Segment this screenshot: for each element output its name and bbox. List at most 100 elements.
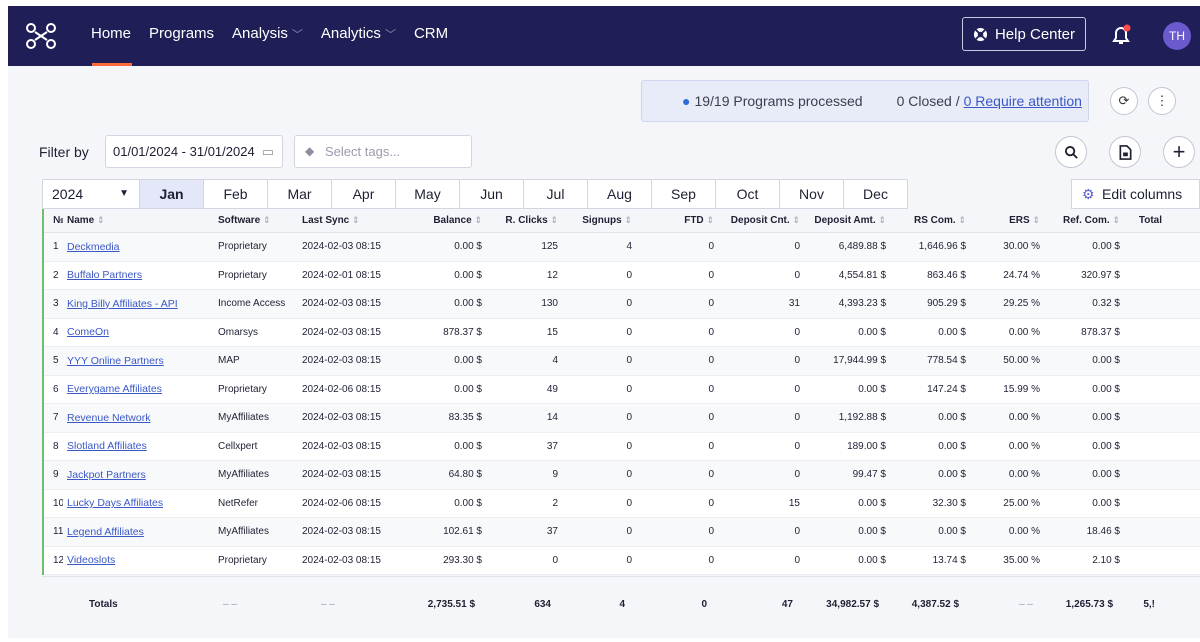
nav-analytics[interactable]: Analytics ﹀ [312, 6, 405, 66]
table-row[interactable]: 3 King Billy Affiliates - API Income Acces… [44, 290, 1200, 319]
table-row[interactable]: 5 YYY Online Partners MAP 2024-02-03 08:15 0… [44, 347, 1200, 376]
help-center-button[interactable]: Help Center [962, 17, 1086, 51]
col-header-ref-com[interactable]: Ref. Com. ⇕ [1040, 215, 1120, 226]
totals-signups: 4 [619, 599, 625, 610]
last-sync-cell: 2024-02-03 08:15 [302, 412, 381, 424]
ftd-cell: 0 [708, 326, 714, 338]
table-row[interactable]: 11 Legend Affiliates MyAffiliates 2024-02-0… [44, 518, 1200, 547]
month-tab-sep[interactable]: Sep [652, 179, 716, 209]
deposit-amt-cell: 0.00 $ [858, 526, 886, 538]
program-name-link[interactable]: Videoslots [67, 554, 116, 567]
col-header-r-clicks[interactable]: R. Clicks ⇕ [482, 215, 558, 226]
ers-cell: 35.00 % [1003, 554, 1040, 566]
tags-select-input[interactable]: ◆ Select tags... [294, 135, 472, 168]
ref-com-cell: 0.00 $ [1092, 497, 1120, 509]
add-program-button[interactable]: + [1163, 136, 1195, 168]
program-name-link[interactable]: Lucky Days Affiliates [67, 497, 164, 510]
col-header-total[interactable]: Total [1120, 215, 1162, 226]
closed-count-text: 0 Closed / [896, 93, 960, 109]
col-header-rs-com[interactable]: RS Com. ⇕ [886, 215, 966, 226]
month-tab-nov[interactable]: Nov [780, 179, 844, 209]
col-header-ftd[interactable]: FTD ⇕ [632, 215, 714, 226]
sort-icon: ⇕ [878, 215, 886, 225]
avatar[interactable]: TH [1163, 22, 1191, 50]
nav-analysis[interactable]: Analysis ﹀ [223, 6, 312, 66]
table-row[interactable]: 6 Everygame Affiliates Proprietary 2024-02-… [44, 376, 1200, 404]
program-name-link[interactable]: King Billy Affiliates - API [67, 297, 178, 310]
deposit-amt-cell: 0.00 $ [858, 383, 886, 395]
more-options-button[interactable]: ⋮ [1148, 87, 1176, 115]
software-cell: Proprietary [218, 383, 267, 395]
program-name-link[interactable]: Revenue Network [67, 411, 151, 424]
software-cell: Cellxpert [218, 440, 258, 452]
col-header-ers[interactable]: ERS ⇕ [966, 215, 1040, 226]
last-sync-cell: 2024-02-03 08:15 [302, 440, 381, 452]
refresh-button[interactable]: ⟳ [1110, 87, 1138, 115]
edit-columns-button[interactable]: ⚙ Edit columns [1071, 179, 1200, 209]
month-tab-apr[interactable]: Apr [332, 179, 396, 209]
col-header-software[interactable]: Software ⇕ [218, 215, 302, 226]
table-row[interactable]: 2 Buffalo Partners Proprietary 2024-02-01 0… [44, 262, 1200, 290]
col-header-name[interactable]: Name ⇕ [63, 215, 218, 226]
month-tab-feb[interactable]: Feb [204, 179, 268, 209]
table-row[interactable]: 1 Deckmedia Proprietary 2024-02-03 08:15 0.0… [44, 233, 1200, 262]
month-tab-oct[interactable]: Oct [716, 179, 780, 209]
program-name-link[interactable]: YYY Online Partners [67, 354, 164, 367]
col-header-last-sync[interactable]: Last Sync ⇕ [302, 215, 402, 226]
program-name-link[interactable]: Jackpot Partners [67, 468, 146, 481]
r-clicks-cell: 2 [552, 497, 558, 509]
month-tab-may[interactable]: May [396, 179, 460, 209]
export-button[interactable] [1109, 136, 1141, 168]
col-header-deposit-cnt-label: Deposit Cnt. [730, 215, 790, 226]
month-tab-mar[interactable]: Mar [268, 179, 332, 209]
col-header-balance[interactable]: Balance ⇕ [402, 215, 482, 226]
table-row[interactable]: 4 ComeOn Omarsys 2024-02-03 08:15 878.37 $ 15… [44, 319, 1200, 347]
app-logo-icon[interactable] [24, 21, 58, 51]
tags-placeholder: Select tags... [325, 144, 401, 159]
totals-last-sync: – – [321, 599, 335, 610]
row-num: 8 [53, 440, 59, 452]
month-tab-dec[interactable]: Dec [844, 179, 908, 209]
row-num: 5 [53, 355, 59, 367]
table-row[interactable]: 9 Jackpot Partners MyAffiliates 2024-02-03 … [44, 461, 1200, 490]
balance-cell: 102.61 $ [443, 526, 482, 538]
month-tab-jun[interactable]: Jun [460, 179, 524, 209]
search-button[interactable] [1055, 136, 1087, 168]
program-name-link[interactable]: Deckmedia [67, 240, 120, 253]
totals-ftd: 0 [701, 599, 707, 610]
col-header-total-label: Total [1138, 215, 1162, 226]
program-name-link[interactable]: Everygame Affiliates [67, 383, 162, 396]
ftd-cell: 0 [708, 526, 714, 538]
table-row[interactable]: 8 Slotland Affiliates Cellxpert 2024-02-03 … [44, 433, 1200, 461]
table-row[interactable]: 10 Lucky Days Affiliates NetRefer 2024-02-0… [44, 490, 1200, 518]
deposit-cnt-cell: 0 [794, 355, 800, 367]
program-name-link[interactable]: Buffalo Partners [67, 269, 143, 282]
col-header-signups[interactable]: Signups ⇕ [558, 215, 632, 226]
program-name-link[interactable]: Slotland Affiliates [67, 440, 147, 453]
year-select[interactable]: 2024 ▼ [42, 179, 140, 209]
sort-icon: ⇕ [958, 215, 966, 225]
require-attention-link[interactable]: 0 Require attention [963, 93, 1082, 109]
r-clicks-cell: 9 [552, 469, 558, 481]
col-header-deposit-amt[interactable]: Deposit Amt. ⇕ [800, 215, 886, 226]
month-tab-aug[interactable]: Aug [588, 179, 652, 209]
totals-ers: – – [1019, 599, 1033, 610]
last-sync-cell: 2024-02-03 08:15 [302, 554, 381, 566]
nav-crm[interactable]: CRM [405, 6, 457, 66]
month-tab-jul[interactable]: Jul [524, 179, 588, 209]
program-name-cell: King Billy Affiliates - API [63, 298, 218, 310]
col-header-deposit-cnt[interactable]: Deposit Cnt. ⇕ [714, 215, 800, 226]
lifebuoy-icon [973, 27, 988, 41]
table-row[interactable]: 7 Revenue Network MyAffiliates 2024-02-03 0… [44, 404, 1200, 433]
nav-home[interactable]: Home [82, 6, 140, 66]
month-tab-jan[interactable]: Jan [140, 179, 204, 209]
processing-status-bar: ● 19/19 Programs processed 0 Closed / 0 … [641, 80, 1089, 122]
program-name-link[interactable]: Legend Affiliates [67, 525, 144, 538]
sort-icon: ⇕ [1032, 215, 1040, 225]
date-range-input[interactable]: 01/01/2024 - 31/01/2024 ▭ [105, 135, 283, 168]
nav-programs[interactable]: Programs [140, 6, 223, 66]
r-clicks-cell: 125 [541, 241, 558, 253]
table-row[interactable]: 12 Videoslots Proprietary 2024-02-03 08:15 2… [44, 547, 1200, 575]
program-name-link[interactable]: ComeOn [67, 326, 110, 339]
notification-bell-icon[interactable] [1109, 23, 1133, 47]
